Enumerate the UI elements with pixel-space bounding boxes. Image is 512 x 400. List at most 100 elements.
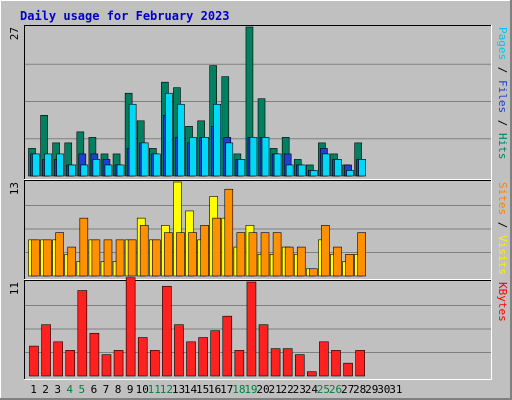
- ylabel-part: Sites: [496, 182, 509, 215]
- bar-kbytes-day-3: [53, 341, 63, 377]
- x-tick-label: 6: [91, 383, 98, 396]
- bar-kbytes-day-10: [137, 337, 148, 377]
- bar-kbytes-day-28: [355, 350, 365, 377]
- ylabel-part: /: [496, 60, 509, 80]
- bar-sites-day-27: [345, 254, 354, 277]
- bar-sites-day-20: [260, 232, 270, 277]
- bar-kbytes-day-11: [150, 350, 160, 377]
- bar-kbytes-day-19: [246, 281, 257, 377]
- bar-sites-day-10: [139, 225, 149, 277]
- chart-panels: 27 Pages / Files / Hits 13 Sites / Visits 11…: [8, 25, 509, 380]
- bar-pages-day-7: [104, 164, 113, 177]
- bar-sites-day-2: [43, 239, 52, 277]
- bar-sites-day-15: [200, 225, 209, 277]
- bar-sites-day-5: [79, 217, 89, 277]
- bar-kbytes-day-23: [294, 354, 305, 377]
- bar-pages-day-14: [189, 137, 197, 177]
- bar-pages-day-23: [297, 164, 306, 177]
- bar-kbytes-day-25: [319, 341, 329, 377]
- ylabel-part: Files: [496, 80, 509, 113]
- bar-pages-day-8: [116, 164, 125, 177]
- x-tick-label: 19: [244, 383, 257, 396]
- x-tick-label: 14: [184, 383, 198, 396]
- bar-kbytes-day-12: [162, 285, 172, 377]
- x-tick-label: 18: [232, 383, 245, 396]
- panel-3: 11 KBytes: [8, 277, 509, 380]
- x-tick-label: 31: [389, 383, 402, 396]
- bar-kbytes-day-2: [41, 324, 51, 377]
- x-tick-label: 30: [377, 383, 390, 396]
- x-tick-label: 25: [317, 383, 330, 396]
- x-tick-label: 7: [103, 383, 110, 396]
- bar-pages-day-6: [92, 159, 101, 177]
- bar-sites-day-18: [236, 232, 246, 277]
- bar-pages-day-26: [334, 159, 342, 177]
- x-tick-label: 26: [329, 383, 342, 396]
- bar-sites-day-6: [91, 239, 101, 277]
- bar-sites-day-8: [115, 239, 125, 277]
- bar-pages-day-9: [128, 103, 137, 177]
- ylabel-part: Visits: [496, 235, 509, 275]
- x-tick-label: 2: [42, 383, 49, 396]
- bar-kbytes-day-17: [222, 315, 233, 377]
- ylabel-part: /: [496, 215, 509, 235]
- panel-2: 13 Sites / Visits: [8, 180, 509, 280]
- chart-title: Daily usage for February 2023: [20, 9, 230, 23]
- panel-2-max-label: 13: [8, 182, 21, 195]
- x-tick-label: 9: [127, 383, 134, 396]
- x-tick-label: 20: [256, 383, 269, 396]
- bar-kbytes-day-24: [307, 371, 317, 377]
- panel-2-ylabel: Sites / Visits: [496, 182, 509, 275]
- ylabel-part: /: [496, 113, 509, 133]
- panel-1-max-label: 27: [8, 27, 21, 40]
- bar-pages-day-19: [249, 137, 258, 177]
- bar-pages-day-18: [237, 159, 246, 177]
- bar-pages-day-13: [177, 103, 185, 177]
- bar-kbytes-day-4: [65, 350, 76, 377]
- bar-kbytes-day-22: [282, 348, 293, 377]
- bar-sites-day-12: [164, 232, 173, 277]
- bar-kbytes-day-6: [89, 332, 100, 377]
- panel-1-ylabel: Pages / Files / Hits: [496, 27, 509, 160]
- bar-pages-day-28: [358, 159, 366, 177]
- panel-3-ylabel: KBytes: [496, 282, 509, 322]
- bar-sites-day-22: [284, 246, 294, 277]
- bar-sites-day-4: [67, 246, 77, 277]
- bar-pages-day-25: [322, 153, 330, 177]
- bar-sites-day-23: [296, 246, 306, 277]
- bar-kbytes-day-1: [29, 345, 39, 377]
- x-tick-label: 29: [365, 383, 378, 396]
- panel-1: 27 Pages / Files / Hits: [8, 25, 509, 180]
- x-tick-label: 24: [305, 383, 319, 396]
- x-tick-label: 4: [66, 383, 73, 396]
- bar-sites-day-25: [321, 225, 330, 277]
- bar-pages-day-21: [273, 153, 282, 177]
- series-sites: [31, 188, 366, 277]
- bar-pages-day-3: [56, 153, 64, 177]
- x-tick-label: 1: [30, 383, 37, 396]
- bar-kbytes-day-15: [198, 337, 208, 377]
- bar-sites-day-3: [55, 232, 64, 277]
- x-tick-label: 8: [115, 383, 122, 396]
- x-tick-label: 15: [196, 383, 209, 396]
- bar-sites-day-21: [272, 232, 282, 277]
- bar-sites-day-9: [127, 239, 137, 277]
- panel-3-max-label: 11: [8, 282, 21, 295]
- bar-sites-day-16: [212, 217, 221, 277]
- bar-sites-day-13: [176, 232, 185, 277]
- bar-kbytes-day-14: [186, 341, 196, 377]
- x-tick-label: 16: [208, 383, 221, 396]
- bar-sites-day-7: [103, 239, 113, 277]
- bar-pages-day-5: [80, 164, 89, 177]
- bar-sites-day-19: [248, 232, 258, 277]
- x-tick-label: 5: [79, 383, 86, 396]
- x-tick-label: 13: [172, 383, 185, 396]
- x-tick-label: 21: [268, 383, 281, 396]
- x-tick-label: 11: [148, 383, 161, 396]
- series-pages: [32, 92, 366, 177]
- x-tick-label: 12: [160, 383, 173, 396]
- bar-kbytes-day-9: [125, 277, 136, 377]
- bar-pages-day-4: [68, 164, 77, 177]
- x-tick-label: 10: [136, 383, 149, 396]
- bar-kbytes-day-8: [113, 350, 124, 377]
